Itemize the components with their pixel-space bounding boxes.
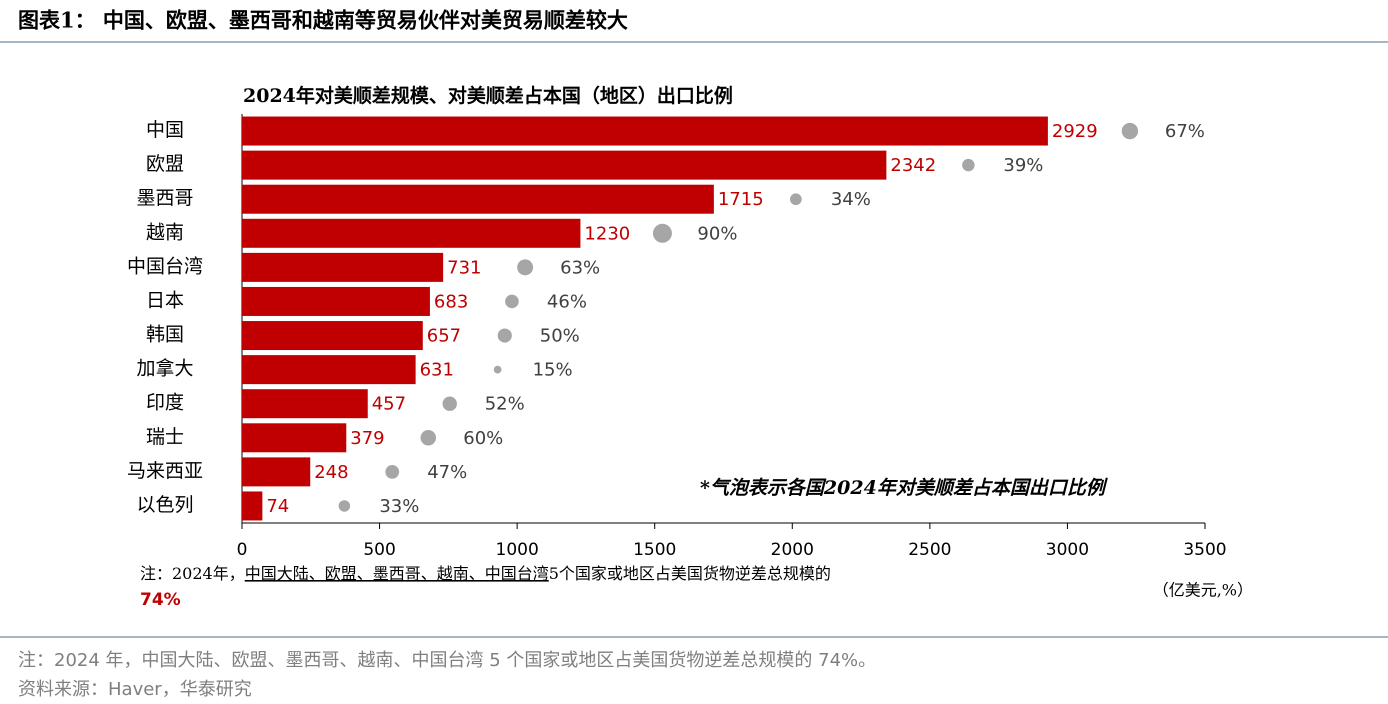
y-tick-label: 墨西哥: [136, 187, 193, 209]
value-label: 1715: [718, 189, 764, 210]
chart-title: 2024年对美顺差规模、对美顺差占本国（地区）出口比例: [243, 84, 733, 107]
x-tick-label: 3500: [1183, 540, 1226, 560]
share-label: 50%: [540, 326, 580, 347]
bar: [242, 457, 311, 487]
bar: [242, 150, 887, 180]
value-label: 2342: [890, 155, 936, 176]
share-bubble: [420, 430, 437, 446]
share-label: 67%: [1165, 121, 1205, 142]
y-tick-label: 韩国: [146, 324, 184, 346]
share-label: 63%: [560, 257, 600, 278]
value-label: 657: [427, 326, 461, 347]
bar: [242, 321, 423, 351]
annotation: *气泡表示各国2024年对美顺差占本国出口比例: [700, 477, 1108, 499]
x-tick-label: 500: [363, 540, 395, 560]
bar: [242, 218, 581, 248]
y-tick-label: 以色列: [136, 494, 193, 516]
share-bubble: [790, 193, 802, 206]
share-bubble: [517, 259, 534, 276]
share-label: 39%: [1003, 155, 1043, 176]
share-bubble: [1121, 122, 1139, 140]
bar: [242, 116, 1048, 146]
bar: [242, 423, 347, 453]
value-label: 457: [372, 394, 406, 415]
share-bubble: [652, 223, 672, 243]
y-tick-label: 马来西亚: [127, 460, 203, 482]
unit-label: （亿美元,%）: [1153, 581, 1253, 600]
y-tick-label: 越南: [146, 221, 184, 243]
share-label: 15%: [533, 360, 573, 381]
share-bubble: [962, 158, 975, 172]
share-label: 46%: [547, 291, 587, 312]
value-label: 683: [434, 291, 468, 312]
x-tick-label: 1500: [633, 540, 676, 560]
note-underlined: 中国大陆、欧盟、墨西哥、越南、中国台湾: [245, 564, 549, 583]
bar: [242, 286, 430, 316]
x-tick-label: 3000: [1046, 540, 1089, 560]
y-tick-label: 中国台湾: [127, 255, 203, 277]
note-suffix: 5个国家或地区占美国货物逆差总规模的: [549, 564, 831, 583]
value-label: 379: [350, 428, 384, 449]
y-tick-label: 加拿大: [136, 357, 193, 380]
share-bubble: [442, 396, 457, 411]
share-bubble: [385, 465, 400, 479]
y-tick-label: 欧盟: [146, 153, 184, 175]
bar: [242, 184, 714, 214]
bar: [242, 355, 416, 385]
bar: [242, 389, 368, 419]
value-label: 248: [314, 462, 348, 483]
value-label: 631: [420, 360, 454, 381]
share-bubble: [497, 328, 512, 343]
x-tick-label: 1000: [496, 540, 539, 560]
x-tick-label: 0: [237, 540, 248, 560]
share-bubble: [505, 294, 519, 309]
value-label: 731: [447, 257, 481, 278]
share-label: 33%: [379, 496, 419, 517]
share-label: 90%: [697, 223, 737, 244]
share-label: 47%: [427, 462, 467, 483]
figure-title: 图表1： 中国、欧盟、墨西哥和越南等贸易伙伴对美贸易顺差较大: [18, 8, 628, 33]
y-tick-label: 瑞士: [146, 426, 184, 448]
y-tick-label: 日本: [146, 289, 184, 311]
share-bubble: [338, 500, 351, 512]
share-label: 60%: [463, 428, 503, 449]
share-bubble: [493, 365, 502, 374]
bar: [242, 491, 263, 521]
note-highlight: 74%: [140, 590, 181, 610]
footer-source: 资料来源：Haver，华泰研究: [18, 679, 252, 700]
chart-note: 注：2024年，中国大陆、欧盟、墨西哥、越南、中国台湾5个国家或地区占美国货物逆…: [140, 564, 831, 583]
y-tick-label: 印度: [146, 392, 184, 414]
value-label: 74: [266, 496, 289, 517]
value-label: 1230: [584, 223, 630, 244]
note-prefix: 注：2024年，: [140, 564, 245, 583]
share-label: 52%: [485, 394, 525, 415]
share-label: 34%: [831, 189, 871, 210]
y-tick-label: 中国: [146, 119, 184, 141]
x-tick-label: 2000: [771, 540, 814, 560]
bar: [242, 252, 444, 282]
value-label: 2929: [1052, 121, 1098, 142]
footer-note: 注：2024 年，中国大陆、欧盟、墨西哥、越南、中国台湾 5 个国家或地区占美国…: [18, 650, 876, 671]
x-tick-label: 2500: [908, 540, 951, 560]
